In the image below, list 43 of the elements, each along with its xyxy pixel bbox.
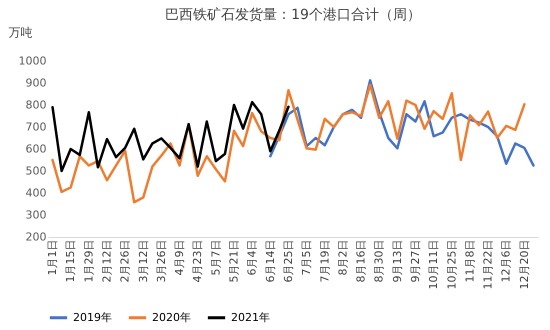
y-tick-label: 200 <box>26 230 46 244</box>
x-tick-label: 12月6日 <box>500 240 513 282</box>
legend-label: 2020年 <box>152 310 191 324</box>
x-tick-label: 1月15日 <box>64 240 78 282</box>
x-tick-label: 7月5日 <box>300 240 314 276</box>
x-tick-label: 6月14日 <box>264 240 277 282</box>
y-tick-label: 300 <box>26 208 46 222</box>
y-tick-label: 600 <box>26 142 46 156</box>
x-tick-label: 4月23日 <box>191 240 204 282</box>
x-tick-label: 5月7日 <box>209 240 222 276</box>
x-tick-label: 8月2日 <box>336 240 350 276</box>
x-tick-label: 6月25日 <box>282 240 295 282</box>
y-tick-label: 1000 <box>18 54 46 68</box>
x-tick-label: 1月1日 <box>46 240 60 276</box>
x-tick-label: 2月26日 <box>118 240 132 282</box>
x-tick-label: 5月21日 <box>228 240 241 282</box>
y-tick-label: 800 <box>26 98 46 112</box>
x-tick-label: 12月20日 <box>518 240 531 290</box>
y-tick-label: 900 <box>26 76 46 90</box>
x-tick-label: 6月4日 <box>246 240 259 276</box>
x-tick-label: 10月11日 <box>427 240 440 290</box>
y-tick-label: 500 <box>26 164 46 178</box>
y-tick-label: 400 <box>26 186 46 200</box>
x-tick-label: 7月19日 <box>318 240 332 282</box>
x-tick-label: 1月29日 <box>82 240 96 282</box>
x-tick-label: 11月22日 <box>482 240 495 290</box>
x-tick-label: 8月30日 <box>372 240 386 282</box>
x-tick-label: 8月16日 <box>354 240 368 282</box>
line-series <box>51 84 526 204</box>
y-axis-title: 万吨 <box>8 26 32 40</box>
x-tick-label: 2月12日 <box>100 240 114 282</box>
x-tick-label: 10月25日 <box>445 240 458 290</box>
x-tick-label: 9月13日 <box>390 240 404 282</box>
x-tick-label: 9月27日 <box>409 240 422 282</box>
x-tick-label: 4月9日 <box>173 240 186 276</box>
line-series <box>51 100 290 172</box>
x-tick-label: 3月26日 <box>154 240 168 282</box>
x-tick-label: 11月8日 <box>463 240 476 282</box>
chart-title: 巴西铁矿石发货量：19个港口合计（周） <box>165 7 421 23</box>
x-tick-label: 3月12日 <box>136 240 150 282</box>
legend-label: 2021年 <box>231 310 270 324</box>
legend-label: 2019年 <box>73 310 112 324</box>
y-tick-label: 700 <box>26 120 46 134</box>
